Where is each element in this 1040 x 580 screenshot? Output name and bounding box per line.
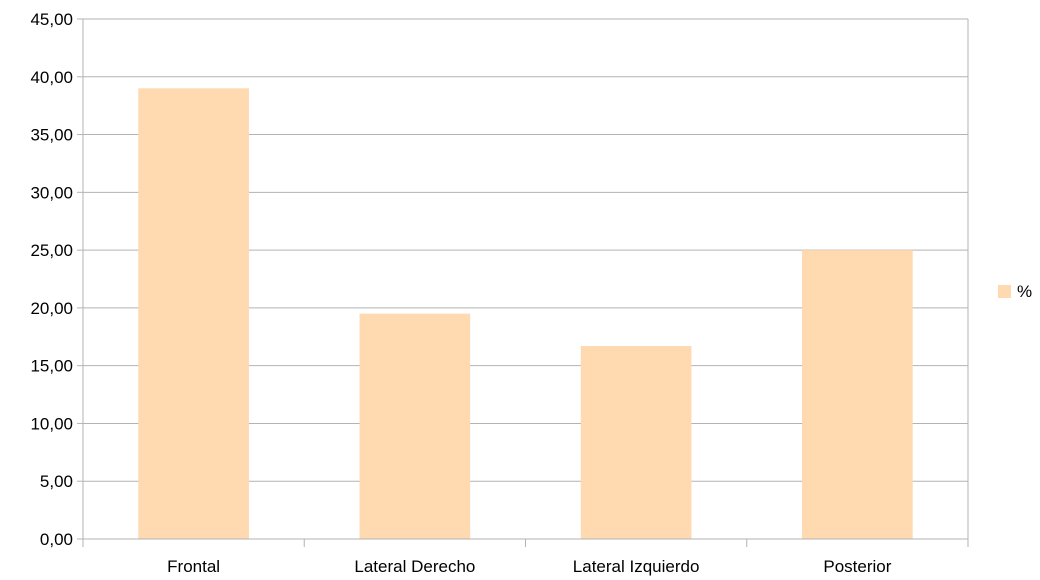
x-category-label: Lateral Derecho	[354, 557, 475, 576]
x-category-label: Lateral Izquierdo	[573, 557, 700, 576]
legend: %	[998, 282, 1032, 301]
bar-frontal	[138, 88, 249, 539]
bar-lateral-derecho	[359, 313, 471, 539]
y-tick-label: 5,00	[40, 472, 73, 491]
y-tick-label: 30,00	[30, 183, 73, 202]
y-tick-label: 35,00	[30, 126, 73, 145]
x-category-labels: Frontal Lateral Derecho Lateral Izquierdo P…	[167, 557, 892, 576]
axes	[77, 18, 969, 547]
y-tick-label: 15,00	[30, 357, 73, 376]
legend-swatch	[998, 285, 1011, 298]
y-tick-label: 25,00	[30, 241, 73, 260]
y-tick-label: 10,00	[30, 414, 73, 433]
x-category-label: Frontal	[167, 557, 220, 576]
y-tick-label: 45,00	[30, 10, 73, 29]
legend-label: %	[1017, 282, 1032, 301]
bar-lateral-izquierdo	[580, 346, 692, 539]
y-tick-label: 0,00	[40, 530, 73, 549]
y-tick-label: 40,00	[30, 68, 73, 87]
y-tick-label: 20,00	[30, 299, 73, 318]
y-tick-labels: 0,00 5,00 10,00 15,00 20,00 25,00 30,00 35,00 40…	[30, 10, 73, 549]
x-category-label: Posterior	[823, 557, 891, 576]
bars	[138, 88, 913, 539]
bar-posterior	[802, 250, 913, 539]
